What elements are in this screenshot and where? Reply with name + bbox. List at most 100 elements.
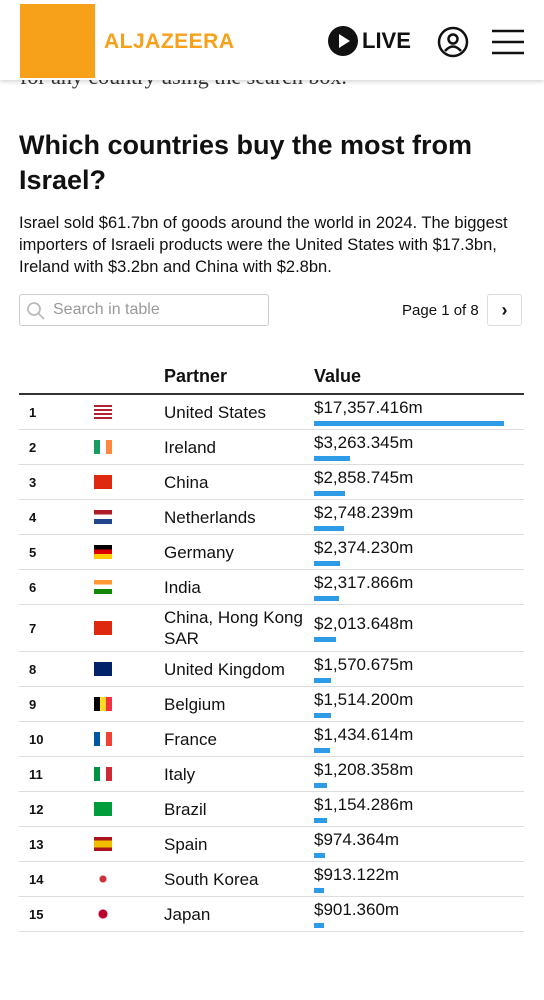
- value-bar: [314, 818, 327, 823]
- data-table: Partner Value 1 United States $17,357.416m…: [19, 358, 524, 932]
- value-label: $1,208.358m: [314, 760, 414, 779]
- value-label: $17,357.416m: [314, 398, 423, 417]
- flag-cell: [84, 604, 164, 652]
- rank: 8: [19, 651, 84, 687]
- rank: 9: [19, 686, 84, 722]
- rank: 2: [19, 429, 84, 465]
- value-label: $3,263.345m: [314, 433, 414, 452]
- flag-cell: [84, 686, 164, 722]
- next-page-button[interactable]: ›: [487, 294, 522, 326]
- value-bar: [314, 888, 324, 893]
- flag-cell: [84, 429, 164, 465]
- search-box[interactable]: Search in table: [19, 294, 269, 326]
- flag-cell: [84, 651, 164, 687]
- partner: Brazil: [164, 791, 314, 827]
- value-label: $1,514.200m: [314, 690, 414, 709]
- rank: 5: [19, 534, 84, 570]
- rank: 4: [19, 499, 84, 535]
- value-cell: $913.122m: [314, 861, 524, 897]
- flag-cell: [84, 534, 164, 570]
- column-header: Partner: [164, 358, 314, 395]
- flag-icon: [94, 545, 112, 559]
- flag-icon: [94, 697, 112, 711]
- value-cell: $3,263.345m: [314, 429, 524, 465]
- table-row: 4 Netherlands $2,748.239m: [19, 499, 524, 535]
- partner: Belgium: [164, 686, 314, 722]
- flag-cell: [84, 569, 164, 605]
- flag-icon: [94, 405, 112, 419]
- flag-icon: [94, 802, 112, 816]
- table-row: 9 Belgium $1,514.200m: [19, 686, 524, 722]
- header: ALJAZEERA LIVE: [0, 0, 544, 80]
- table-row: 13 Spain $974.364m: [19, 826, 524, 862]
- column-header: Value: [314, 358, 524, 395]
- article-intro: Israel sold $61.7bn of goods around the …: [19, 214, 508, 276]
- rank: 14: [19, 861, 84, 897]
- flag-header: [84, 358, 164, 395]
- account-icon[interactable]: [437, 26, 469, 58]
- flag-cell: [84, 826, 164, 862]
- flag-cell: [84, 721, 164, 757]
- search-icon: [27, 302, 45, 320]
- value-cell: $1,514.200m: [314, 686, 524, 722]
- partner: United States: [164, 394, 314, 430]
- header-row: Partner Value: [19, 358, 524, 395]
- value-label: $1,434.614m: [314, 725, 414, 744]
- value-cell: $901.360m: [314, 896, 524, 932]
- value-label: $2,013.648m: [314, 614, 414, 633]
- value-label: $2,374.230m: [314, 538, 414, 557]
- value-label: $901.360m: [314, 900, 400, 919]
- pagination-label: Page 1 of 8: [402, 302, 479, 319]
- rank: 7: [19, 604, 84, 652]
- partner: South Korea: [164, 861, 314, 897]
- table-row: 10 France $1,434.614m: [19, 721, 524, 757]
- value-bar: [314, 456, 350, 461]
- partner: Spain: [164, 826, 314, 862]
- flag-icon: [94, 580, 112, 594]
- value-bar: [314, 678, 332, 683]
- value-bar: [314, 713, 331, 718]
- table-row: 3 China $2,858.745m: [19, 464, 524, 500]
- search-placeholder: Search in table: [53, 301, 160, 318]
- table-row: 12 Brazil $1,154.286m: [19, 791, 524, 827]
- live-button[interactable]: LIVE: [328, 26, 411, 56]
- flag-icon: [94, 621, 112, 635]
- table-row: 8 United Kingdom $1,570.675m: [19, 651, 524, 687]
- value-cell: $1,434.614m: [314, 721, 524, 757]
- value-label: $1,154.286m: [314, 795, 414, 814]
- flag-cell: [84, 896, 164, 932]
- flag-icon: [94, 767, 112, 781]
- value-cell: $1,154.286m: [314, 791, 524, 827]
- live-label: LIVE: [362, 28, 411, 53]
- value-bar: [314, 923, 324, 928]
- partner: Germany: [164, 534, 314, 570]
- flag-cell: [84, 861, 164, 897]
- table-body: 1 United States $17,357.416m 2 Ireland $3,263…: [19, 394, 524, 932]
- value-cell: $1,570.675m: [314, 651, 524, 687]
- value-label: $974.364m: [314, 830, 400, 849]
- table-row: 1 United States $17,357.416m: [19, 394, 524, 430]
- partner: China: [164, 464, 314, 500]
- value-cell: $2,858.745m: [314, 464, 524, 500]
- rank: 13: [19, 826, 84, 862]
- logo-text[interactable]: ALJAZEERA: [104, 30, 235, 53]
- table-row: 7 China, Hong Kong SAR $2,013.648m: [19, 604, 524, 652]
- flag-cell: [84, 499, 164, 535]
- value-bar: [314, 561, 340, 566]
- table-row: 11 Italy $1,208.358m: [19, 756, 524, 792]
- value-bar: [314, 637, 337, 642]
- rank: 6: [19, 569, 84, 605]
- flag-icon: [94, 872, 112, 886]
- menu-icon[interactable]: [492, 29, 524, 55]
- value-label: $2,858.745m: [314, 468, 414, 487]
- flag-cell: [84, 464, 164, 500]
- value-label: $2,748.239m: [314, 503, 414, 522]
- value-bar: [314, 748, 330, 753]
- logo-icon[interactable]: [20, 4, 95, 78]
- value-cell: $2,013.648m: [314, 604, 524, 652]
- value-label: $913.122m: [314, 865, 400, 884]
- value-cell: $2,748.239m: [314, 499, 524, 535]
- flag-icon: [94, 510, 112, 524]
